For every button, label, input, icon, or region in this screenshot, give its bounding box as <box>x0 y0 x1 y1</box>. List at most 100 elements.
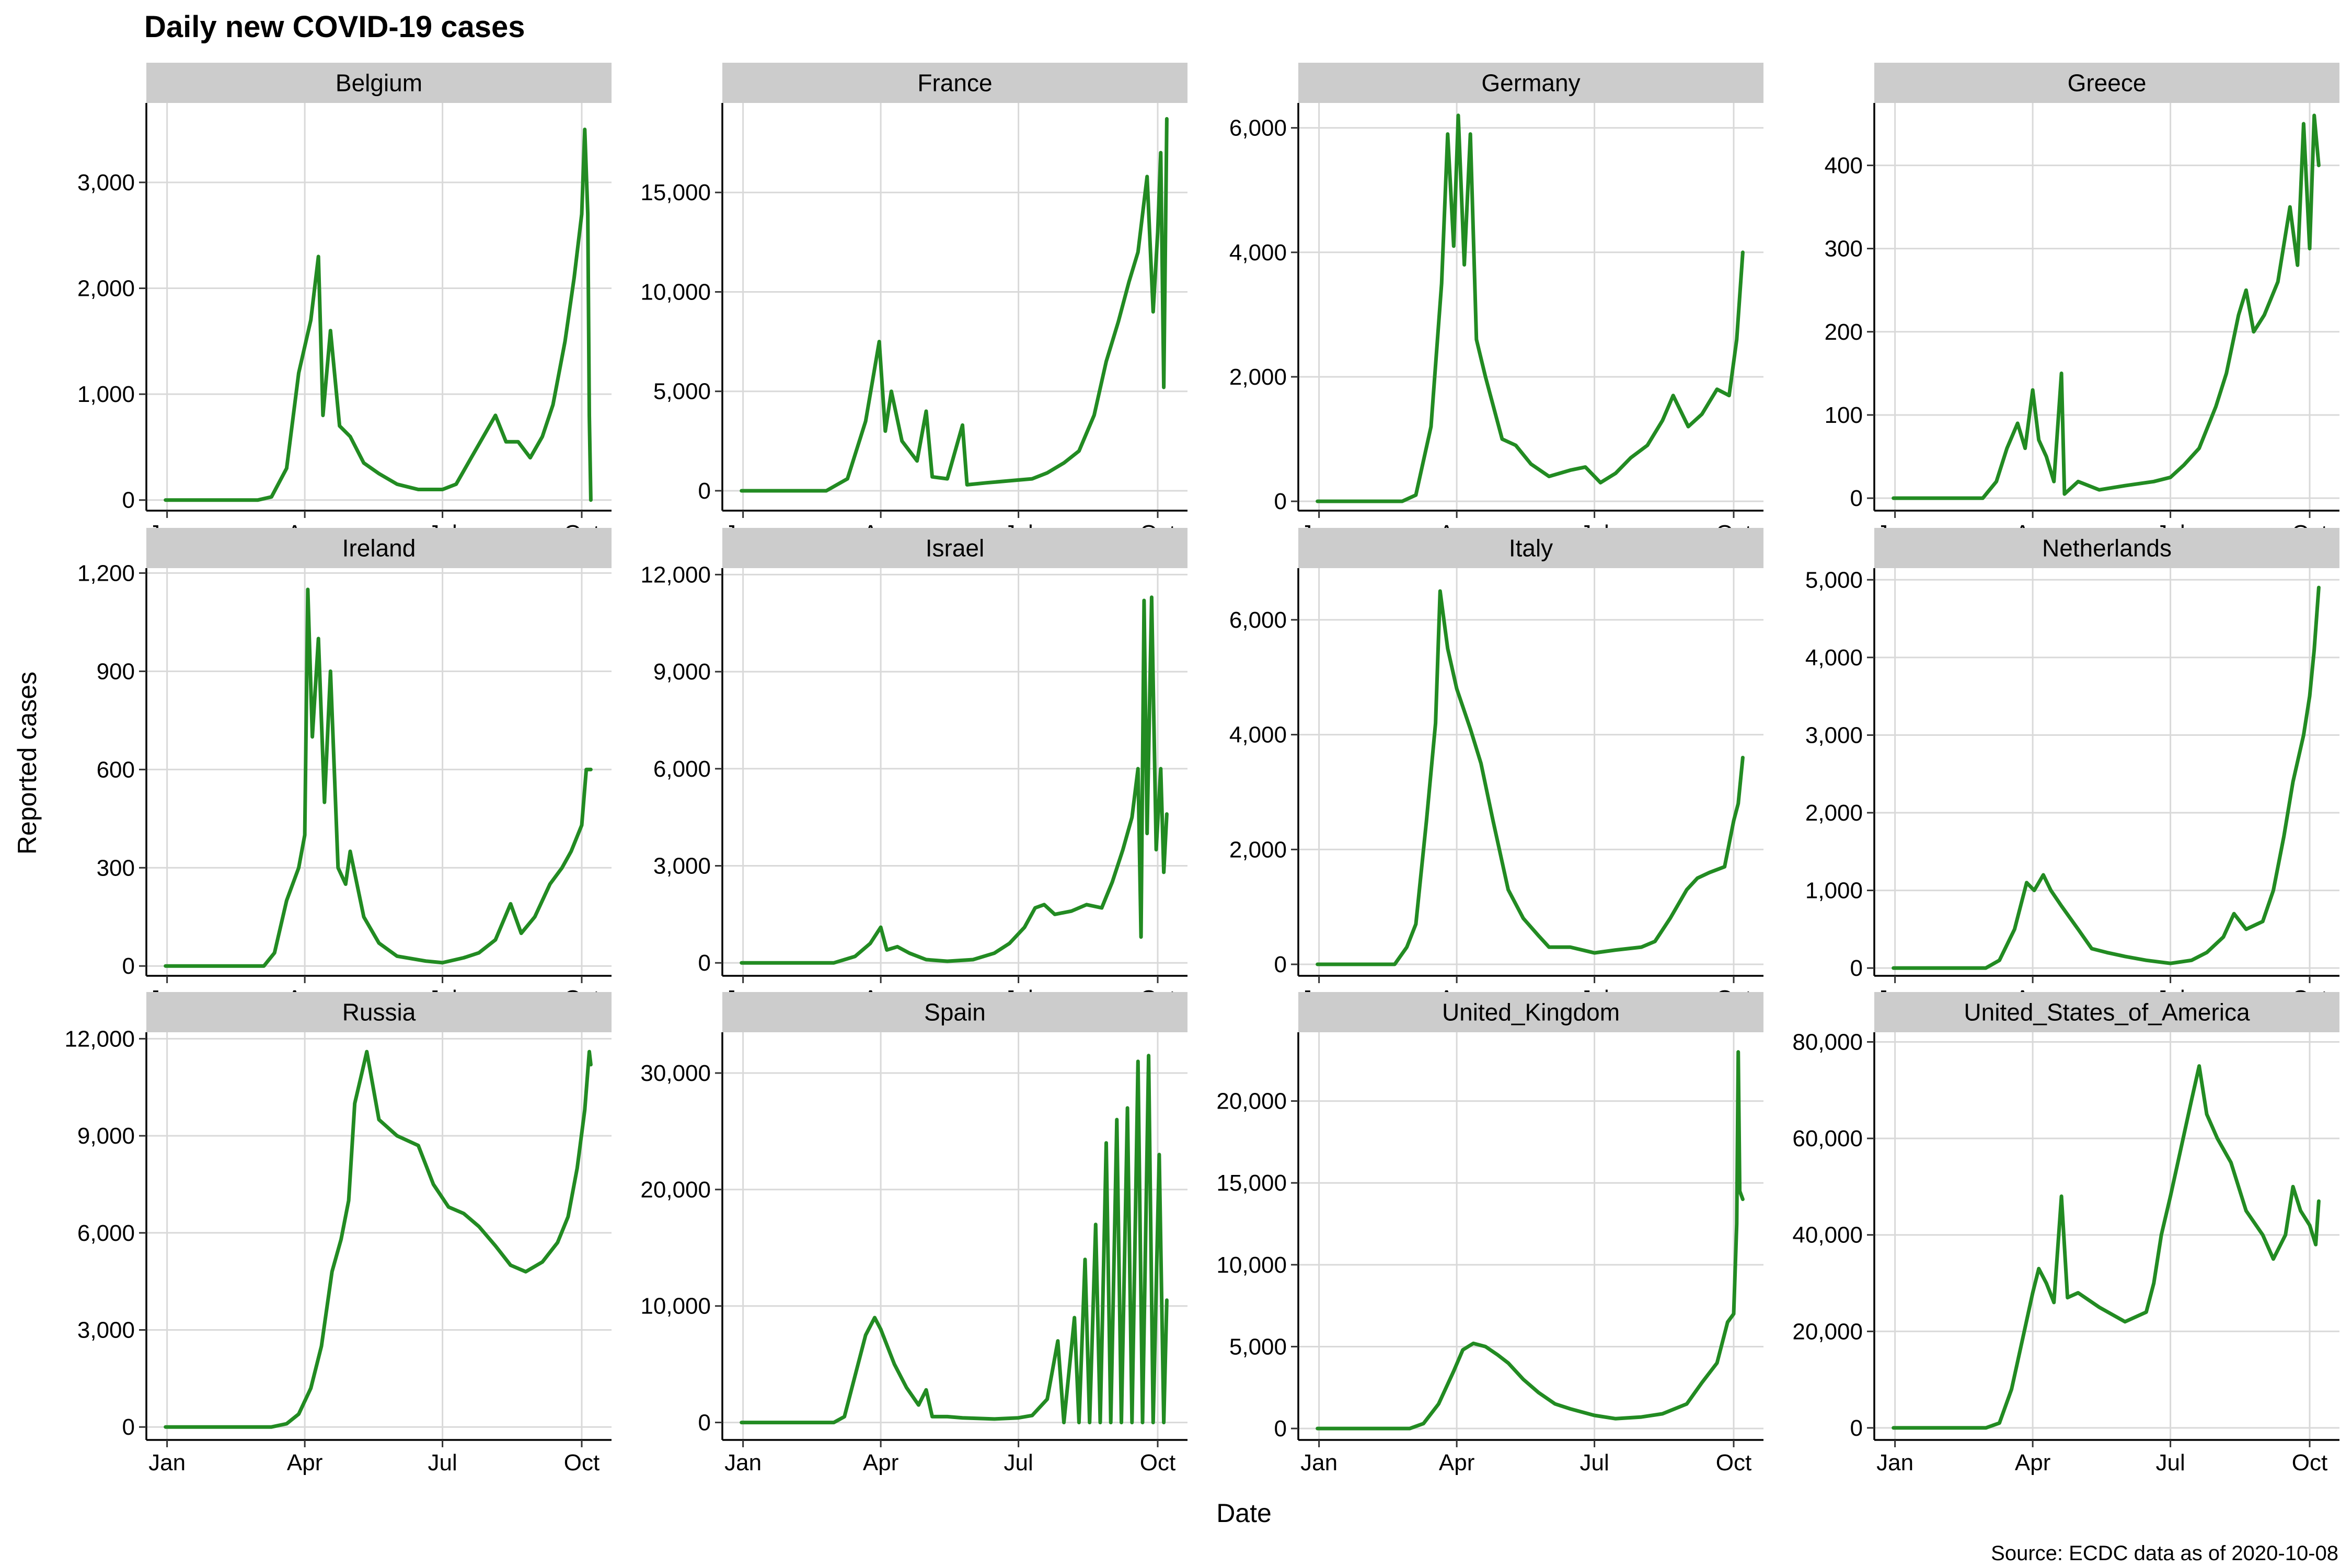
chart-title: Daily new COVID-19 cases <box>144 10 525 44</box>
panel-strip-label: Ireland <box>342 535 416 562</box>
x-tick-label: Jul <box>2155 1450 2185 1475</box>
panel-strip <box>1874 63 2339 103</box>
panel-strip <box>1298 992 1763 1032</box>
series-line-italy <box>1316 589 1745 966</box>
x-tick-label: Jan <box>1300 1450 1338 1475</box>
y-tick-label: 20,000 <box>640 1177 711 1203</box>
panel-strip <box>146 992 612 1032</box>
y-tick-label: 9,000 <box>77 1123 135 1149</box>
y-tick-label: 1,200 <box>77 560 135 586</box>
y-tick-label: 0 <box>122 488 135 513</box>
source-caption: Source: ECDC data as of 2020-10-08 <box>1991 1542 2338 1565</box>
series-line-ireland <box>164 587 593 968</box>
y-tick-label: 3,000 <box>653 854 711 879</box>
y-tick-label: 6,000 <box>1229 607 1287 633</box>
series-line-united-kingdom <box>1316 1050 1745 1431</box>
y-tick-label: 20,000 <box>1792 1319 1863 1344</box>
series-line-belgium <box>164 128 593 502</box>
series-line-netherlands <box>1892 585 2321 970</box>
panel-strip-label: Germany <box>1481 70 1580 97</box>
panel-strip-label: Netherlands <box>2042 535 2172 562</box>
series-line-russia <box>164 1050 593 1429</box>
y-tick-label: 4,000 <box>1229 240 1287 266</box>
y-tick-label: 30,000 <box>640 1060 711 1086</box>
series-line-germany <box>1316 113 1745 503</box>
y-tick-label: 15,000 <box>640 180 711 205</box>
y-tick-label: 0 <box>122 953 135 979</box>
panel-strip <box>146 528 612 568</box>
y-tick-label: 900 <box>97 659 135 684</box>
panel-strip <box>146 63 612 103</box>
x-tick-label: Jul <box>428 1450 457 1475</box>
y-tick-label: 1,000 <box>1805 878 1863 904</box>
panel-united-states-of-america: United_States_of_America 0 20,000 40,000 60,… <box>1792 992 2339 1475</box>
panel-strip-label: France <box>917 70 992 97</box>
panel-strip-label: United_Kingdom <box>1442 999 1620 1026</box>
y-tick-label: 5,000 <box>1805 567 1863 593</box>
panel-greece: Greece0100200300400JanAprJulOct <box>1825 63 2339 546</box>
y-tick-label: 3,000 <box>1805 722 1863 748</box>
y-tick-label: 200 <box>1825 319 1863 345</box>
y-tick-label: 10,000 <box>640 279 711 305</box>
y-tick-label: 80,000 <box>1792 1029 1863 1055</box>
y-tick-label: 3,000 <box>77 170 135 195</box>
y-tick-label: 6,000 <box>653 756 711 782</box>
y-tick-label: 15,000 <box>1216 1170 1287 1196</box>
y-tick-label: 0 <box>1274 952 1287 977</box>
panel-strip <box>1874 992 2339 1032</box>
x-tick-label: Oct <box>1140 1450 1175 1475</box>
y-tick-label: 0 <box>122 1414 135 1440</box>
x-tick-label: Apr <box>863 1450 898 1475</box>
x-tick-label: Jul <box>1579 1450 1609 1475</box>
series-line-israel <box>740 595 1169 965</box>
panel-strip <box>1298 528 1763 568</box>
panel-strip-label: Italy <box>1509 535 1553 562</box>
panel-strip-label: United_States_of_America <box>1964 999 2250 1026</box>
panel-spain: Spain 0 10,000 20,000 30,000 Jan Apr Jul Oct <box>640 992 1187 1475</box>
x-tick-label: Jan <box>1876 1450 1913 1475</box>
panel-netherlands: Netherlands01,0002,0003,0004,0005,000Jan… <box>1805 528 2339 1011</box>
x-tick-label: Jul <box>1004 1450 1033 1475</box>
y-tick-label: 20,000 <box>1216 1089 1287 1114</box>
panel-strip <box>1874 528 2339 568</box>
panel-united-kingdom: United_Kingdom 0 5,000 10,000 15,000 20,000 Ja… <box>1216 992 1763 1475</box>
x-tick-label: Oct <box>1716 1450 1751 1475</box>
y-tick-label: 300 <box>97 855 135 881</box>
y-tick-label: 2,000 <box>77 276 135 302</box>
y-tick-label: 2,000 <box>1229 837 1287 862</box>
x-tick-label: Jan <box>148 1450 186 1475</box>
series-line-france <box>740 117 1169 493</box>
y-tick-label: 100 <box>1825 402 1863 428</box>
y-tick-label: 12,000 <box>64 1026 135 1052</box>
y-tick-label: 4,000 <box>1229 722 1287 748</box>
y-tick-label: 9,000 <box>653 659 711 685</box>
y-tick-label: 3,000 <box>77 1318 135 1343</box>
y-tick-label: 40,000 <box>1792 1223 1863 1248</box>
series-line-greece <box>1892 113 2321 500</box>
panel-strip <box>1298 63 1763 103</box>
y-tick-label: 60,000 <box>1792 1126 1863 1151</box>
panel-strip <box>722 63 1187 103</box>
y-tick-label: 1,000 <box>77 382 135 407</box>
y-tick-label: 0 <box>698 950 711 976</box>
y-tick-label: 6,000 <box>1229 116 1287 141</box>
y-tick-label: 12,000 <box>640 562 711 587</box>
y-tick-label: 0 <box>698 1410 711 1436</box>
x-axis-label: Date <box>1216 1498 1272 1528</box>
x-tick-label: Apr <box>1439 1450 1474 1475</box>
x-tick-label: Oct <box>564 1450 599 1475</box>
panel-strip-label: Israel <box>926 535 984 562</box>
y-tick-label: 600 <box>97 757 135 782</box>
y-tick-label: 0 <box>1850 1415 1863 1441</box>
panel-strip <box>722 992 1187 1032</box>
panel-russia: Russia 0 3,000 6,000 9,000 12,000 Jan Apr Jul Oct <box>64 992 612 1475</box>
y-tick-label: 4,000 <box>1805 645 1863 671</box>
y-tick-label: 0 <box>1850 486 1863 511</box>
x-tick-label: Apr <box>2015 1450 2050 1475</box>
